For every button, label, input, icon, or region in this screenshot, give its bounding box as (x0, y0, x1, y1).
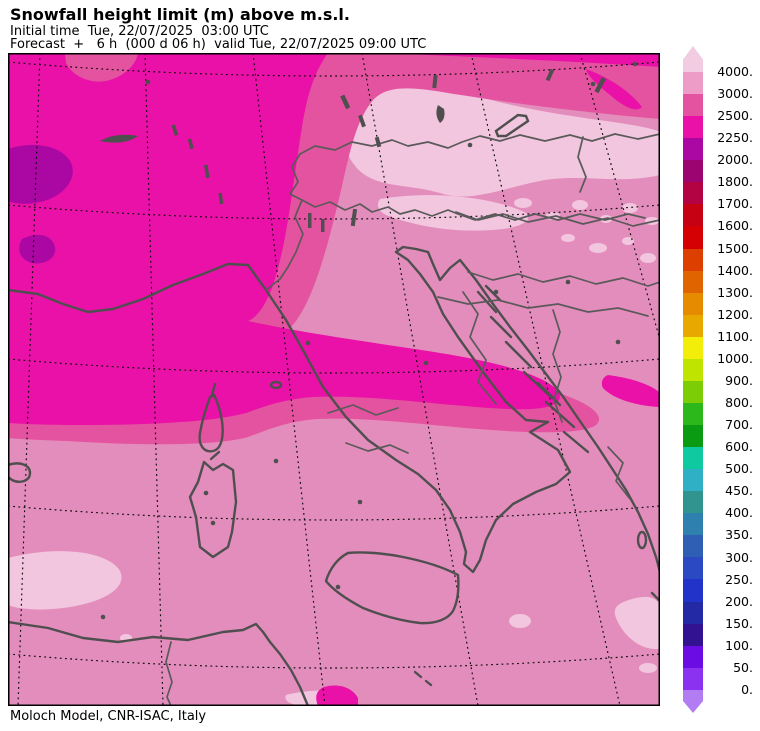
colorbar-label: 3000. (717, 86, 753, 102)
colorbar-segment (683, 94, 703, 117)
colorbar-label: 2250. (717, 130, 753, 146)
colorbar-segment (683, 601, 703, 624)
colorbar-segment (683, 358, 703, 381)
colorbar-label: 2000. (717, 152, 753, 168)
forecast-line: Forecast + 6 h (000 d 06 h) valid Tue, 2… (10, 37, 427, 52)
colorbar-label: 1600. (717, 218, 753, 234)
initial-time-line: Initial time Tue, 22/07/2025 03:00 UTC (10, 24, 269, 39)
colorbar (683, 72, 703, 690)
colorbar-segment (683, 535, 703, 558)
colorbar-label: 1200. (717, 306, 753, 322)
colorbar-arrow-below-min (683, 690, 703, 713)
lakes-terrain (100, 61, 638, 620)
colorbar-segment (683, 314, 703, 337)
colorbar-segment (683, 667, 703, 690)
colorbar-labels: 4000. 3000. 2500. 2250. 2000. 1800. 1700. 1600.… (706, 0, 753, 731)
model-credit: Moloch Model, CNR-ISAC, Italy (10, 709, 207, 724)
colorbar-segment (683, 425, 703, 448)
colorbar-segment (683, 380, 703, 403)
borders (165, 133, 660, 706)
colorbar-label: 1500. (717, 240, 753, 256)
colorbar-label: 50. (733, 659, 753, 675)
colorbar-segment (683, 469, 703, 492)
colorbar-segment (683, 292, 703, 315)
colorbar-segment (683, 513, 703, 536)
colorbar-segment (683, 226, 703, 249)
colorbar-segment (683, 72, 703, 95)
lake-balaton (494, 113, 530, 138)
colorbar-label: 200. (725, 593, 753, 609)
colorbar-label: 800. (725, 395, 753, 411)
colorbar-segment (683, 182, 703, 205)
map-canvas (8, 53, 660, 706)
colorbar-segment (683, 623, 703, 646)
colorbar-label: 0. (741, 681, 753, 697)
colorbar-label: 4000. (717, 64, 753, 79)
colorbar-label: 700. (725, 417, 753, 433)
graticule (8, 53, 660, 706)
map-region-2000-2250 (8, 145, 73, 264)
colorbar-segment (683, 160, 703, 183)
colorbar-label: 350. (725, 527, 753, 543)
colorbar-segment (683, 402, 703, 425)
colorbar-label: 400. (725, 505, 753, 521)
colorbar-label: 450. (725, 483, 753, 499)
colorbar-label: 100. (725, 637, 753, 653)
colorbar-label: 2500. (717, 108, 753, 124)
colorbar-segment (683, 645, 703, 668)
colorbar-segment (683, 579, 703, 602)
map-frame (8, 53, 660, 706)
colorbar-label: 300. (725, 549, 753, 565)
colorbar-label: 600. (725, 439, 753, 455)
map-region-2250-2500 (8, 53, 660, 706)
colorbar-label: 1000. (717, 350, 753, 366)
colorbar-label: 900. (725, 372, 753, 388)
colorbar-label: 1100. (717, 328, 753, 344)
colorbar-label: 250. (725, 571, 753, 587)
colorbar-segment (683, 138, 703, 161)
coastlines (8, 245, 660, 706)
colorbar-segment (683, 557, 703, 580)
colorbar-arrow-above-max (683, 46, 703, 72)
colorbar-segment (683, 116, 703, 139)
colorbar-label: 1700. (717, 196, 753, 212)
colorbar-label: 500. (725, 461, 753, 477)
colorbar-label: 150. (725, 615, 753, 631)
colorbar-label: 1300. (717, 284, 753, 300)
colorbar-segment (683, 204, 703, 227)
colorbar-segment (683, 447, 703, 470)
colorbar-label: 1400. (717, 262, 753, 278)
colorbar-segment (683, 491, 703, 514)
colorbar-segment (683, 270, 703, 293)
map-region-topleft-tongue (65, 53, 138, 82)
colorbar-segment (683, 248, 703, 271)
colorbar-segment (683, 336, 703, 359)
colorbar-label: 1800. (717, 174, 753, 190)
page-title: Snowfall height limit (m) above m.s.l. (10, 5, 350, 24)
